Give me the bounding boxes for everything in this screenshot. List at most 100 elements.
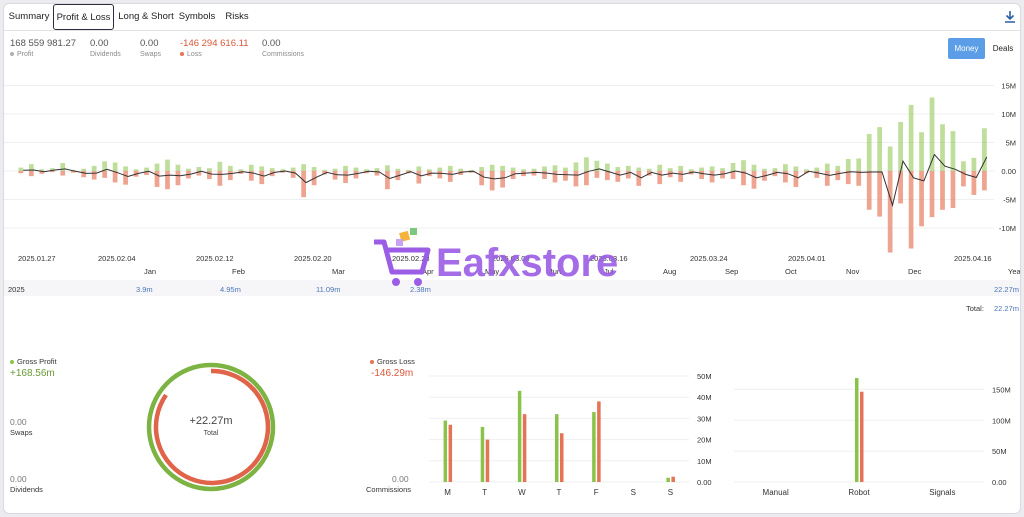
loss-bar — [217, 171, 223, 186]
balance-line — [23, 153, 988, 208]
profit-bar — [982, 128, 987, 171]
profit-stat: 168 559 981.27 Profit — [10, 38, 76, 58]
profit-bar — [102, 161, 108, 171]
loss-bar — [604, 171, 610, 181]
loss-bar — [783, 171, 788, 183]
gross-profit-bar — [480, 426, 485, 482]
download-icon[interactable] — [1003, 9, 1017, 25]
gross-loss-value: -146.29m — [371, 368, 414, 379]
donut-total-value: +22.27m — [189, 415, 233, 427]
deals-toggle-button[interactable]: Deals — [992, 44, 1014, 53]
profit-bar — [248, 164, 254, 171]
profit-bar — [395, 168, 401, 171]
tab-profit-loss[interactable]: Profit & Loss — [53, 4, 114, 30]
y-tick-label: -5M — [1003, 196, 1016, 205]
loss-bar — [887, 171, 893, 253]
gross-loss-label: Gross Loss — [377, 357, 415, 366]
total-donut-chart — [146, 362, 276, 492]
total-value: 22.27m — [994, 304, 1020, 313]
profit-bar — [112, 162, 118, 171]
money-toggle-button[interactable]: Money — [948, 38, 985, 59]
loss-bar — [28, 171, 34, 177]
category-label: Robot — [848, 488, 870, 497]
loss-bar — [563, 171, 568, 181]
profit-bar — [332, 168, 338, 171]
loss-bar — [447, 171, 453, 182]
loss-bar — [793, 171, 799, 187]
profit-dot-icon — [10, 52, 14, 57]
year-value-mar: 11.09m — [316, 285, 341, 294]
profit-bar — [385, 165, 390, 171]
loss-bar — [751, 171, 757, 189]
category-label: W — [518, 488, 526, 497]
profit-bar — [751, 164, 757, 171]
chart-y-tick: 40M — [697, 393, 712, 402]
loss-bar — [385, 171, 390, 190]
watermark-brand-text: Eafxstore — [436, 241, 618, 285]
profit-bar — [238, 169, 244, 171]
y-tick-label: -10M — [999, 224, 1016, 233]
profit-bar — [18, 167, 24, 171]
tab-long-short[interactable]: Long & Short — [118, 11, 174, 22]
profit-bar — [186, 168, 191, 171]
profit-bar — [919, 132, 924, 171]
loss-bar — [322, 171, 327, 175]
dividends-total-label: Dividends — [10, 485, 43, 494]
loss-bar — [175, 171, 181, 186]
date-label: 2025.03.16 — [590, 254, 628, 263]
loss-bar — [908, 171, 914, 249]
loss-bar — [196, 171, 202, 176]
profit-bar — [196, 167, 202, 171]
profit-bar — [971, 157, 977, 171]
month-label: Jan — [144, 267, 157, 276]
year-value-feb: 4.95m — [220, 285, 241, 294]
profit-bar — [584, 157, 589, 171]
tab-symbols[interactable]: Symbols — [178, 11, 216, 22]
tab-risks[interactable]: Risks — [225, 11, 249, 22]
loss-bar — [91, 171, 97, 180]
loss-bar — [877, 171, 883, 217]
swaps-total-value: 0.00 — [10, 417, 27, 427]
profit-bar — [552, 165, 558, 171]
profit-bar — [741, 160, 746, 171]
profit-bar — [322, 169, 327, 171]
profit-bar — [929, 97, 935, 171]
loss-bar — [374, 171, 380, 176]
profit-bar — [762, 168, 767, 171]
profit-bar — [458, 168, 464, 171]
profit-bar — [207, 168, 212, 171]
chart-y-tick: 150M — [992, 385, 1011, 394]
loss-bar — [971, 171, 977, 195]
loss-bar — [18, 171, 24, 174]
profit-bar — [835, 165, 841, 171]
loss-bar — [70, 171, 76, 173]
chart-y-tick: 0.00 — [992, 478, 1007, 487]
profit-bar — [961, 161, 966, 171]
tab-summary[interactable]: Summary — [8, 11, 50, 22]
report-window: Summary Profit & Loss Long & Short Symbo… — [3, 3, 1021, 514]
category-label: Signals — [929, 488, 955, 497]
date-label: 2025.03.24 — [690, 254, 728, 263]
profit-bar — [406, 169, 411, 171]
month-label: Aug — [663, 267, 677, 276]
chart-y-tick: 0.00 — [697, 478, 712, 487]
loss-bar — [919, 171, 924, 227]
loss-bar — [657, 171, 663, 185]
donut-loss-ring — [153, 368, 271, 486]
loss-bar — [479, 171, 485, 186]
gross-profit-bar — [855, 377, 859, 482]
daily-pnl-chart: 15M 10M 5M 0.00 -5M -10M — [4, 82, 1016, 253]
loss-bar — [594, 171, 600, 178]
profit-bar — [290, 167, 296, 171]
month-label: Year — [1008, 267, 1021, 276]
profit-bar — [479, 167, 485, 171]
gross-profit-value: +168.56m — [10, 368, 55, 379]
gross-profit-legend: Gross Profit — [10, 357, 57, 366]
gross-loss-legend: Gross Loss — [370, 357, 415, 366]
loss-bar — [542, 171, 547, 179]
profit-bar — [646, 168, 652, 171]
year-value-jan: 3.9m — [136, 285, 153, 294]
loss-bar — [39, 171, 45, 174]
dividends-value: 0.00 — [90, 38, 109, 49]
loss-bar — [615, 171, 621, 182]
